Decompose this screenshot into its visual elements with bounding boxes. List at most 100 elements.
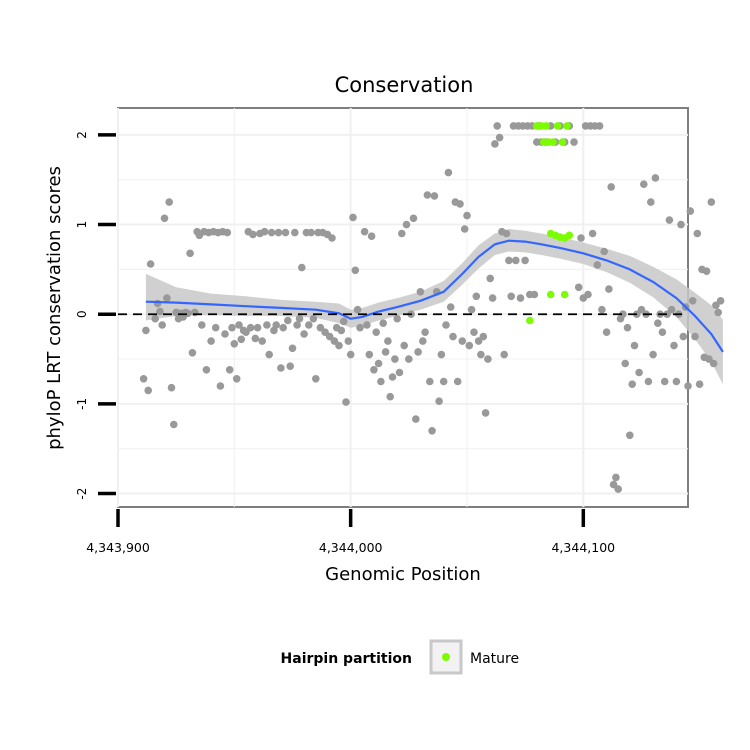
other-point: [267, 228, 276, 237]
other-point: [156, 307, 164, 316]
other-point: [298, 263, 306, 272]
other-point: [709, 359, 718, 368]
other-point: [349, 213, 357, 222]
other-point: [640, 180, 648, 188]
other-point: [325, 332, 334, 341]
other-point: [316, 323, 325, 332]
other-point: [472, 292, 481, 301]
other-point: [677, 220, 685, 229]
other-point: [409, 214, 418, 223]
other-point: [688, 297, 697, 305]
other-point: [584, 290, 592, 299]
other-point: [426, 377, 434, 386]
mature-point: [542, 122, 550, 130]
other-point: [291, 228, 299, 237]
other-point: [379, 319, 388, 328]
other-point: [258, 337, 267, 345]
other-point: [442, 321, 450, 329]
other-point: [479, 332, 488, 341]
other-point: [384, 337, 392, 345]
legend-mature-label: Mature: [470, 651, 519, 667]
other-point: [207, 337, 215, 345]
other-point: [484, 355, 492, 363]
other-point: [686, 207, 695, 215]
other-point: [428, 427, 436, 435]
other-point: [225, 366, 234, 374]
smooth-curve-layer: [145, 239, 724, 353]
other-point: [628, 380, 636, 389]
other-point: [470, 328, 478, 337]
other-point: [707, 198, 716, 206]
y-tick-label: 2: [75, 131, 89, 139]
other-point: [588, 229, 597, 238]
other-point: [712, 301, 720, 310]
other-point: [593, 261, 602, 269]
other-point: [184, 309, 192, 318]
other-point: [684, 382, 692, 390]
other-point: [223, 228, 232, 237]
smooth-curve: [145, 239, 724, 353]
mature-point: [546, 290, 555, 299]
other-point: [486, 274, 495, 283]
other-point: [230, 340, 239, 348]
other-point: [658, 328, 667, 337]
mature-point: [565, 231, 574, 240]
other-point: [249, 230, 257, 239]
other-point: [493, 122, 502, 130]
other-point: [414, 348, 422, 356]
grid-lines: [117, 108, 688, 507]
other-point: [377, 377, 385, 386]
other-point: [272, 321, 281, 329]
other-point: [158, 321, 166, 329]
other-point: [651, 174, 660, 182]
other-point: [284, 316, 292, 325]
other-point: [477, 350, 485, 359]
other-point: [421, 328, 429, 337]
other-point: [356, 323, 364, 332]
points-layer: [139, 122, 725, 493]
other-point: [167, 383, 176, 392]
other-point: [274, 228, 283, 237]
other-point: [500, 350, 509, 359]
other-point: [463, 211, 471, 220]
other-point: [188, 349, 197, 357]
other-point: [279, 323, 288, 332]
other-point: [644, 377, 653, 386]
other-point: [237, 335, 246, 344]
other-point: [235, 321, 243, 329]
other-point: [344, 337, 353, 345]
other-point: [495, 133, 504, 142]
other-point: [153, 299, 162, 308]
other-point: [670, 341, 678, 350]
other-point: [170, 420, 178, 429]
other-point: [160, 214, 169, 223]
other-point: [309, 314, 318, 323]
legend-title: Hairpin partition: [281, 651, 412, 667]
other-point: [474, 337, 483, 345]
other-point: [281, 228, 290, 237]
other-point: [491, 140, 499, 148]
other-point: [679, 332, 688, 341]
mature-point: [526, 316, 534, 325]
other-point: [260, 227, 269, 236]
other-point: [505, 256, 513, 265]
other-point: [665, 216, 674, 224]
other-point: [374, 359, 383, 368]
other-point: [605, 285, 613, 293]
other-point: [337, 326, 346, 335]
other-point: [393, 314, 402, 323]
other-point: [351, 266, 360, 275]
mature-point: [549, 138, 557, 146]
y-tick-label: -1: [75, 398, 89, 410]
other-point: [402, 220, 411, 229]
other-point: [412, 415, 420, 423]
other-point: [626, 431, 634, 440]
other-point: [246, 323, 255, 332]
other-point: [163, 294, 171, 302]
other-point: [335, 341, 343, 350]
other-point: [265, 350, 274, 359]
other-point: [691, 332, 699, 341]
other-point: [649, 350, 657, 359]
other-point: [446, 303, 455, 311]
